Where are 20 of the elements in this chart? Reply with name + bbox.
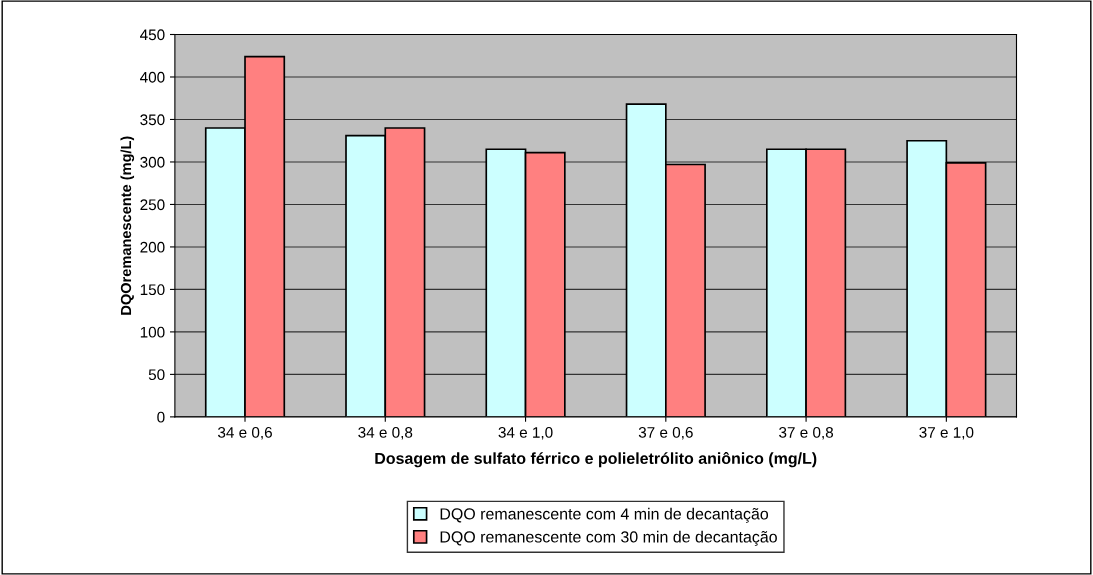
y-tick-label: 250 bbox=[140, 199, 165, 211]
legend-label: DQO remanescente com 30 min de decantação bbox=[440, 530, 777, 546]
legend-label: DQO remanescente com 4 min de decantação bbox=[440, 507, 769, 523]
y-tick-label: 400 bbox=[140, 71, 165, 83]
y-tick-label: 0 bbox=[157, 411, 165, 423]
y-tick-label: 150 bbox=[140, 284, 165, 296]
x-axis-title: Dosagem de sulfato férrico e polieletrólito aniônico (mg/L) bbox=[375, 451, 817, 468]
y-tick-label: 450 bbox=[140, 29, 165, 41]
y-axis-title: DQOremanescente (mg/L) bbox=[120, 136, 135, 315]
y-tick-label: 300 bbox=[140, 156, 165, 168]
x-tick-label: 34 e 0,8 bbox=[358, 427, 413, 440]
x-tick-label: 37 e 0,8 bbox=[779, 427, 834, 440]
x-tick-label: 37 e 1,0 bbox=[919, 427, 974, 440]
y-tick-label: 100 bbox=[140, 326, 165, 338]
y-tick-label: 350 bbox=[140, 114, 165, 126]
y-tick-label: 200 bbox=[140, 241, 165, 253]
x-tick-label: 37 e 0,6 bbox=[638, 427, 693, 440]
y-tick-label: 50 bbox=[148, 369, 165, 381]
x-tick-label: 34 e 1,0 bbox=[498, 427, 553, 440]
x-tick-label: 34 e 0,6 bbox=[217, 427, 272, 440]
